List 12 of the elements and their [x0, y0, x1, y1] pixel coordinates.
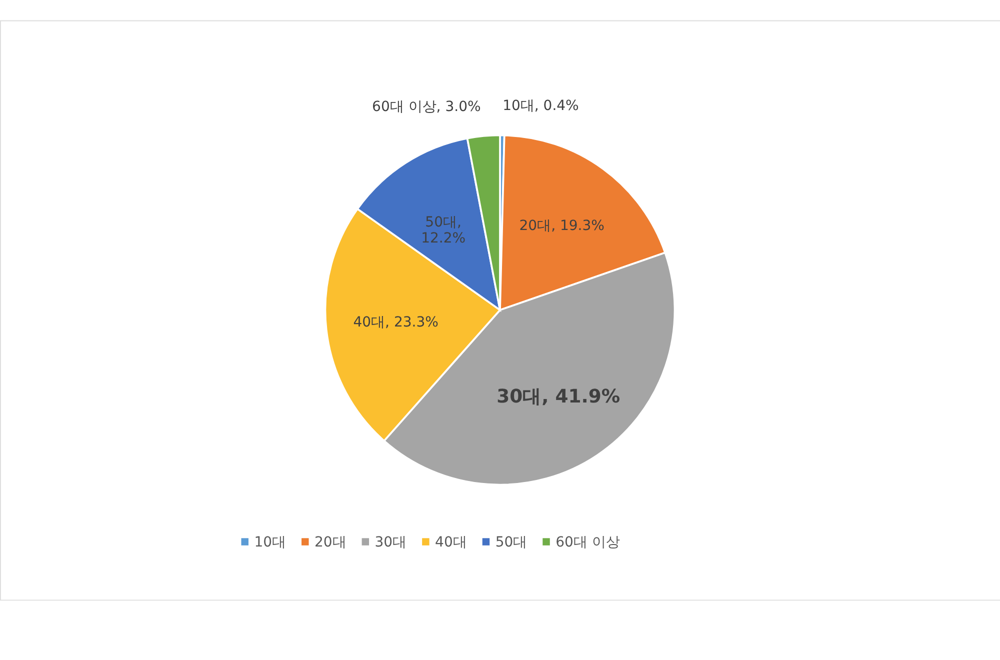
- legend-label: 20대: [314, 534, 346, 550]
- legend-label: 10대: [254, 534, 286, 550]
- legend-label: 40대: [435, 534, 467, 550]
- legend-label: 50대: [495, 534, 528, 550]
- data-label: 20대, 19.3%: [519, 218, 604, 234]
- legend-label: 60대 이상: [556, 534, 620, 550]
- data-label: 60대 이상, 3.0%: [372, 99, 481, 116]
- data-label: 50대, 12.2%: [421, 214, 466, 246]
- legend-label: 30대: [374, 534, 407, 550]
- data-label: 10대, 0.4%: [502, 98, 579, 114]
- data-label: 30대, 41.9%: [496, 386, 620, 408]
- data-label: 40대, 23.3%: [353, 314, 438, 331]
